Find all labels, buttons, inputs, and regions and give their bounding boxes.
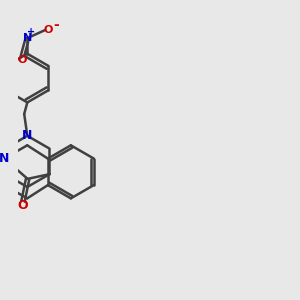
Text: O: O bbox=[18, 55, 27, 65]
Text: -: - bbox=[53, 18, 59, 32]
Text: N: N bbox=[22, 129, 32, 142]
Text: O: O bbox=[18, 199, 28, 212]
Text: O: O bbox=[44, 25, 53, 35]
Text: +: + bbox=[27, 27, 35, 37]
Text: N: N bbox=[23, 33, 32, 43]
Text: N: N bbox=[0, 152, 9, 165]
